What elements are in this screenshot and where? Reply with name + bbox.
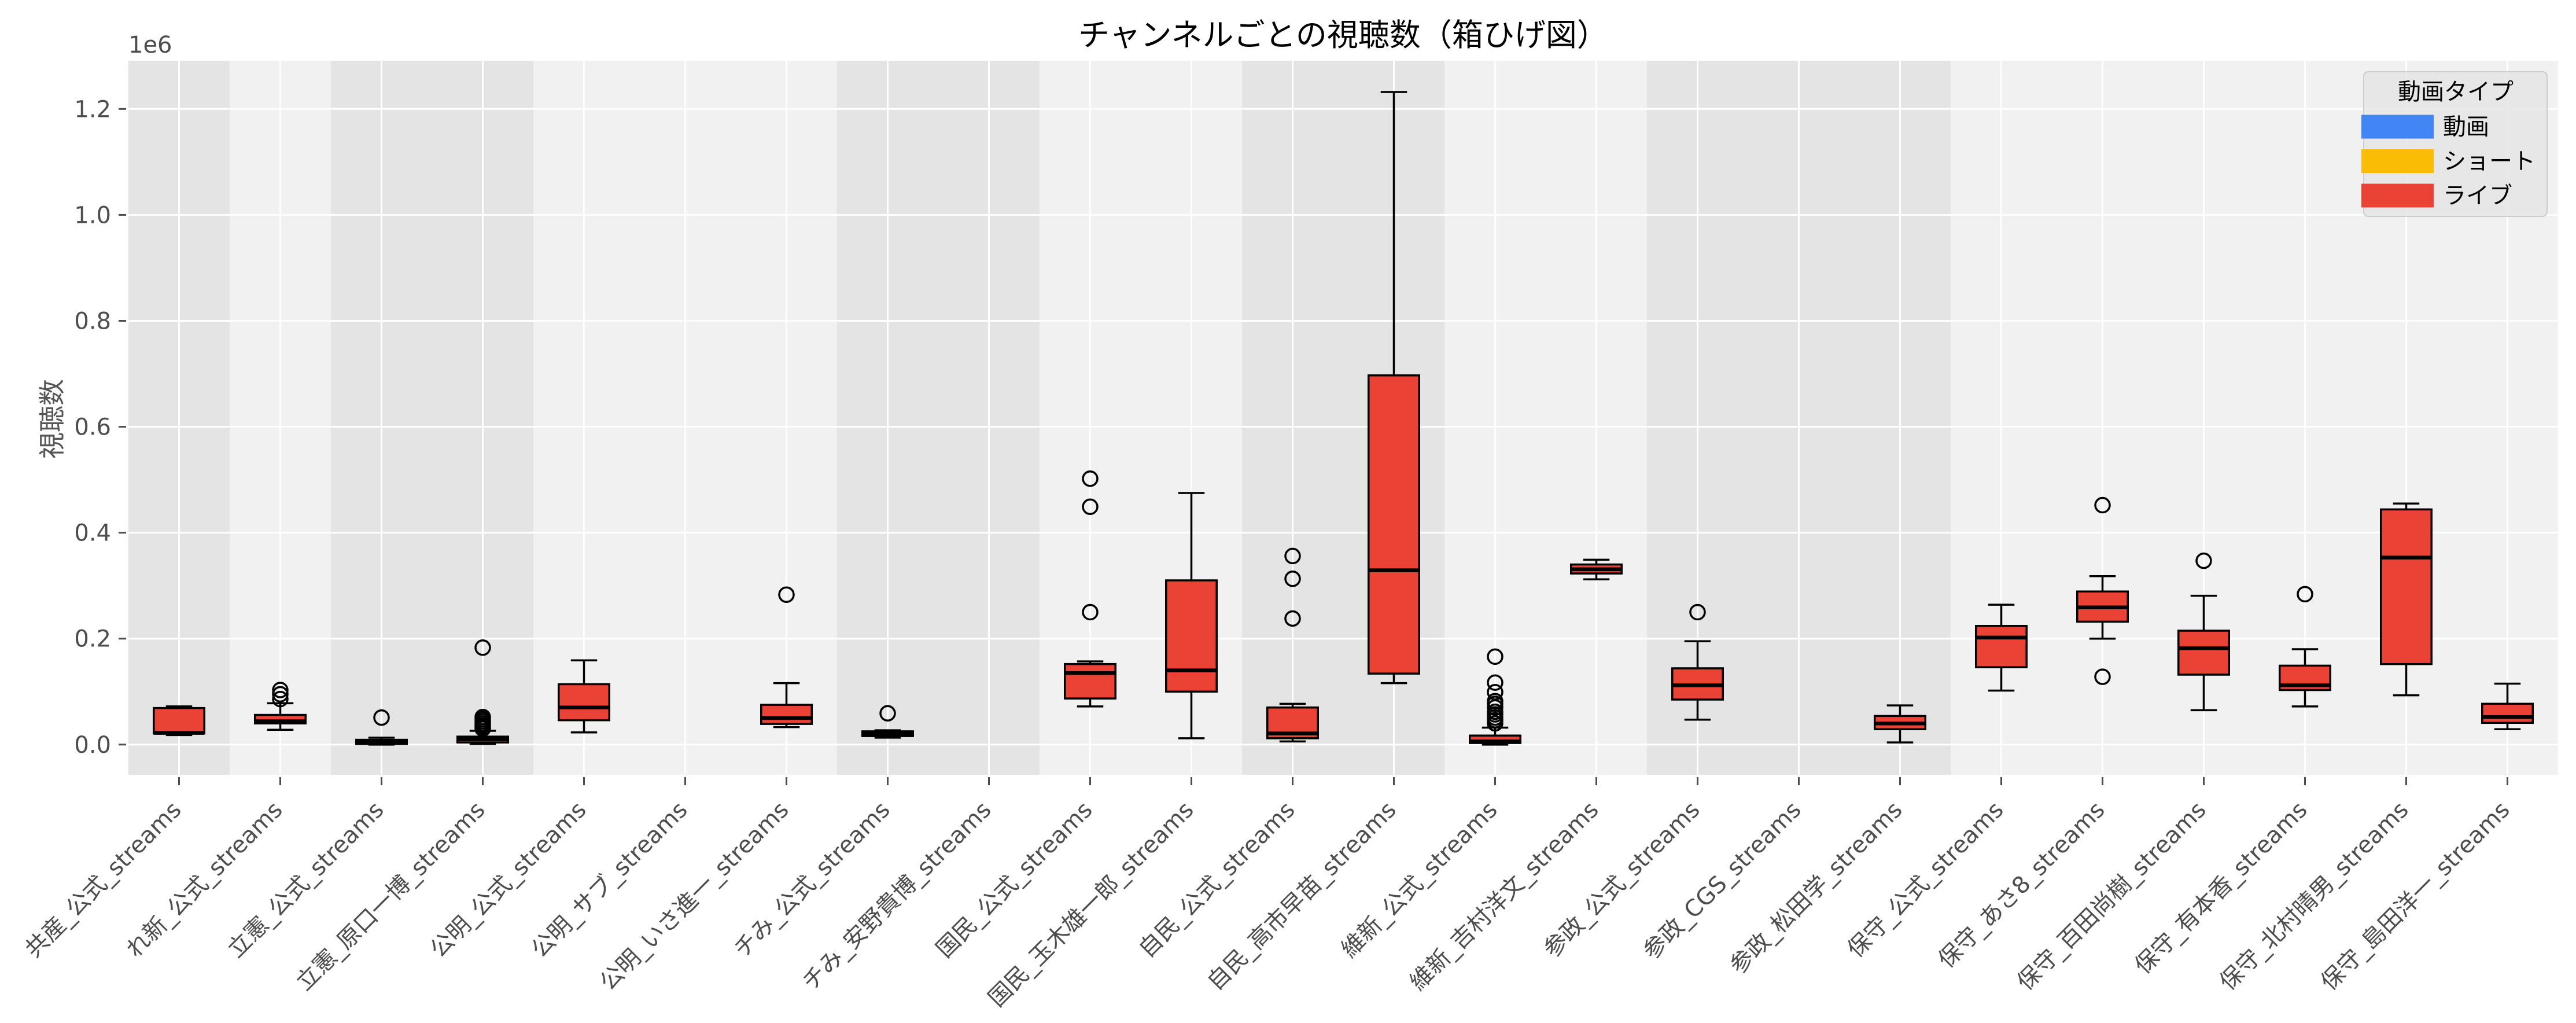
outlier-point [1487, 648, 1503, 665]
box [1975, 625, 2028, 668]
y-axis: 0.0 0.2 0.4 0.6 0.8 1.0 1.2 [74, 96, 126, 759]
box-plot-5 [558, 659, 610, 734]
outlier-point [272, 686, 289, 703]
outlier-point [373, 709, 390, 726]
box-plot-19 [1975, 604, 2028, 692]
box-plot-18 [1874, 704, 1926, 744]
chart-title: チャンネルごとの視聴数（箱ひげ図） [1078, 17, 1608, 53]
legend-color-swatch [2361, 149, 2434, 173]
outlier-point [778, 586, 795, 604]
legend-entry-label: 動画 [2443, 114, 2489, 141]
outlier-point [1082, 470, 1099, 487]
outlier-point [1284, 547, 1301, 565]
box [1165, 579, 1218, 693]
outlier-point [272, 682, 289, 698]
x-tick-label: 自民_高市早苗_streams [1202, 797, 1401, 996]
outlier-point [474, 708, 491, 726]
outlier-point [2094, 496, 2111, 514]
legend-entry-label: ショート [2443, 148, 2536, 175]
y-tick-label: 0.0 [74, 732, 111, 759]
box-plot-15 [1570, 558, 1623, 580]
outlier-point [1487, 703, 1503, 720]
box-plot-11 [1165, 492, 1218, 739]
legend-title: 動画タイプ [2398, 79, 2514, 105]
box [1064, 663, 1116, 700]
box [2380, 508, 2433, 665]
box-plot-13 [1368, 91, 1420, 685]
box-plot-14 [1469, 648, 1521, 746]
y-tick-label: 0.8 [74, 308, 111, 334]
box-plot-21 [2177, 552, 2230, 712]
y-tick-label: 0.6 [74, 414, 111, 441]
y-tick-label: 1.0 [74, 202, 111, 229]
box-plot-2 [254, 682, 307, 731]
box-plot-1 [153, 705, 205, 737]
box-plot-20 [2076, 496, 2129, 685]
outlier-point [1487, 693, 1503, 710]
box [153, 706, 205, 735]
outlier-point [879, 705, 896, 722]
box [2481, 702, 2534, 724]
box-plot-12 [1266, 547, 1319, 743]
background-band [837, 61, 1040, 775]
box-plot-3 [355, 709, 408, 746]
box [558, 683, 610, 722]
box-plot-22 [2279, 586, 2331, 708]
box-plot-23 [2380, 502, 2433, 697]
x-tick-label: 保守_百田尚樹_streams [2012, 797, 2211, 996]
legend-frame [2363, 71, 2548, 217]
outlier-point [2297, 586, 2313, 603]
outlier-point [474, 639, 491, 656]
x-tick-label: 立憲_原口一博_streams [291, 797, 490, 996]
outlier-point [1487, 683, 1503, 701]
box [1368, 374, 1420, 675]
outlier-point [1284, 610, 1301, 627]
outlier-point [2195, 552, 2212, 569]
x-tick-label: 保守_北村晴男_streams [2214, 797, 2413, 996]
legend-entry-label: ライブ [2443, 183, 2512, 209]
box-plot-4 [456, 639, 509, 745]
box-plot-24 [2481, 682, 2534, 731]
outlier-point [1082, 498, 1099, 516]
outlier-point [1689, 604, 1706, 621]
outlier-point [1284, 571, 1301, 587]
x-tick-label: 国民_玉木雄一郎_streams [983, 797, 1199, 1013]
legend-color-swatch [2361, 115, 2434, 139]
box [760, 704, 813, 725]
box-plot-8 [861, 705, 914, 739]
box [2177, 630, 2230, 676]
box-plot-7 [760, 586, 813, 728]
x-tick-label: 維新_吉村洋文_streams [1405, 797, 1604, 996]
y-axis-label: 視聴数 [36, 379, 68, 459]
x-tick-label: 保守_有本香_streams [2129, 797, 2312, 980]
outlier-point [2094, 668, 2111, 685]
x-tick-label: 参政_松田学_streams [1724, 797, 1907, 980]
y-tick-label: 1.2 [74, 96, 111, 123]
x-tick-label: 保守_島田洋一_streams [2316, 797, 2515, 996]
x-tick-label: 保守_あさ8_streams [1933, 797, 2110, 974]
y-tick-label: 0.2 [74, 626, 111, 653]
background-band [1444, 61, 1647, 775]
boxplots [153, 91, 2534, 746]
y-axis-offset-text: 1e6 [128, 32, 172, 58]
legend-color-swatch [2361, 183, 2434, 208]
box-plot-16 [1671, 604, 1724, 721]
outlier-point [272, 690, 289, 708]
outlier-point [1082, 604, 1099, 621]
x-axis: 共産_公式_streamsれ新_公式_streams立憲_公式_streams立… [20, 777, 2515, 1012]
box-plot-10 [1064, 470, 1116, 708]
outlier-point [1487, 674, 1503, 691]
x-tick-label: チみ_安野貴博_streams [797, 797, 996, 996]
background-band [331, 61, 533, 775]
x-tick-label: 公明_いさ進一_streams [595, 797, 794, 996]
y-tick-label: 0.4 [74, 520, 111, 547]
